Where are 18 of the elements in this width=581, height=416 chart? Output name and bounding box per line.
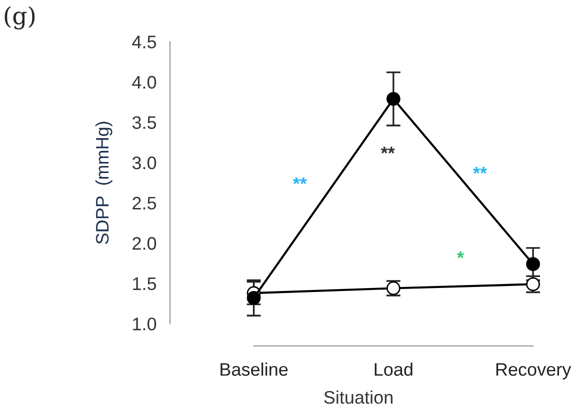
y-tick-label: 3.0: [132, 156, 156, 170]
y-tick-label: 2.5: [132, 196, 156, 210]
x-axis-title: Situation: [324, 390, 392, 404]
y-tick-label: 1.0: [133, 318, 156, 330]
y-axis-title: SDPP (mmHg): [95, 122, 112, 244]
x-tick-label: Baseline: [220, 362, 288, 376]
y-tick-label: 2.0: [132, 237, 156, 250]
annotation: **: [473, 166, 487, 174]
y-tick-label: 1.5: [133, 278, 156, 290]
y-tick-label: 3.5: [132, 116, 156, 129]
x-tick-label: Load: [374, 362, 412, 376]
chart-title: (g): [4, 6, 35, 30]
x-tick-label: Recovery: [496, 363, 572, 380]
annotation: **: [292, 177, 307, 184]
y-tick-label: 4.5: [132, 36, 156, 48]
annotation: *: [456, 251, 464, 258]
annotation: **: [380, 146, 395, 154]
y-tick-label: 4.0: [132, 76, 156, 89]
